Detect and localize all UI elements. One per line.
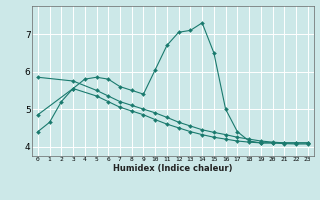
X-axis label: Humidex (Indice chaleur): Humidex (Indice chaleur) xyxy=(113,164,233,173)
